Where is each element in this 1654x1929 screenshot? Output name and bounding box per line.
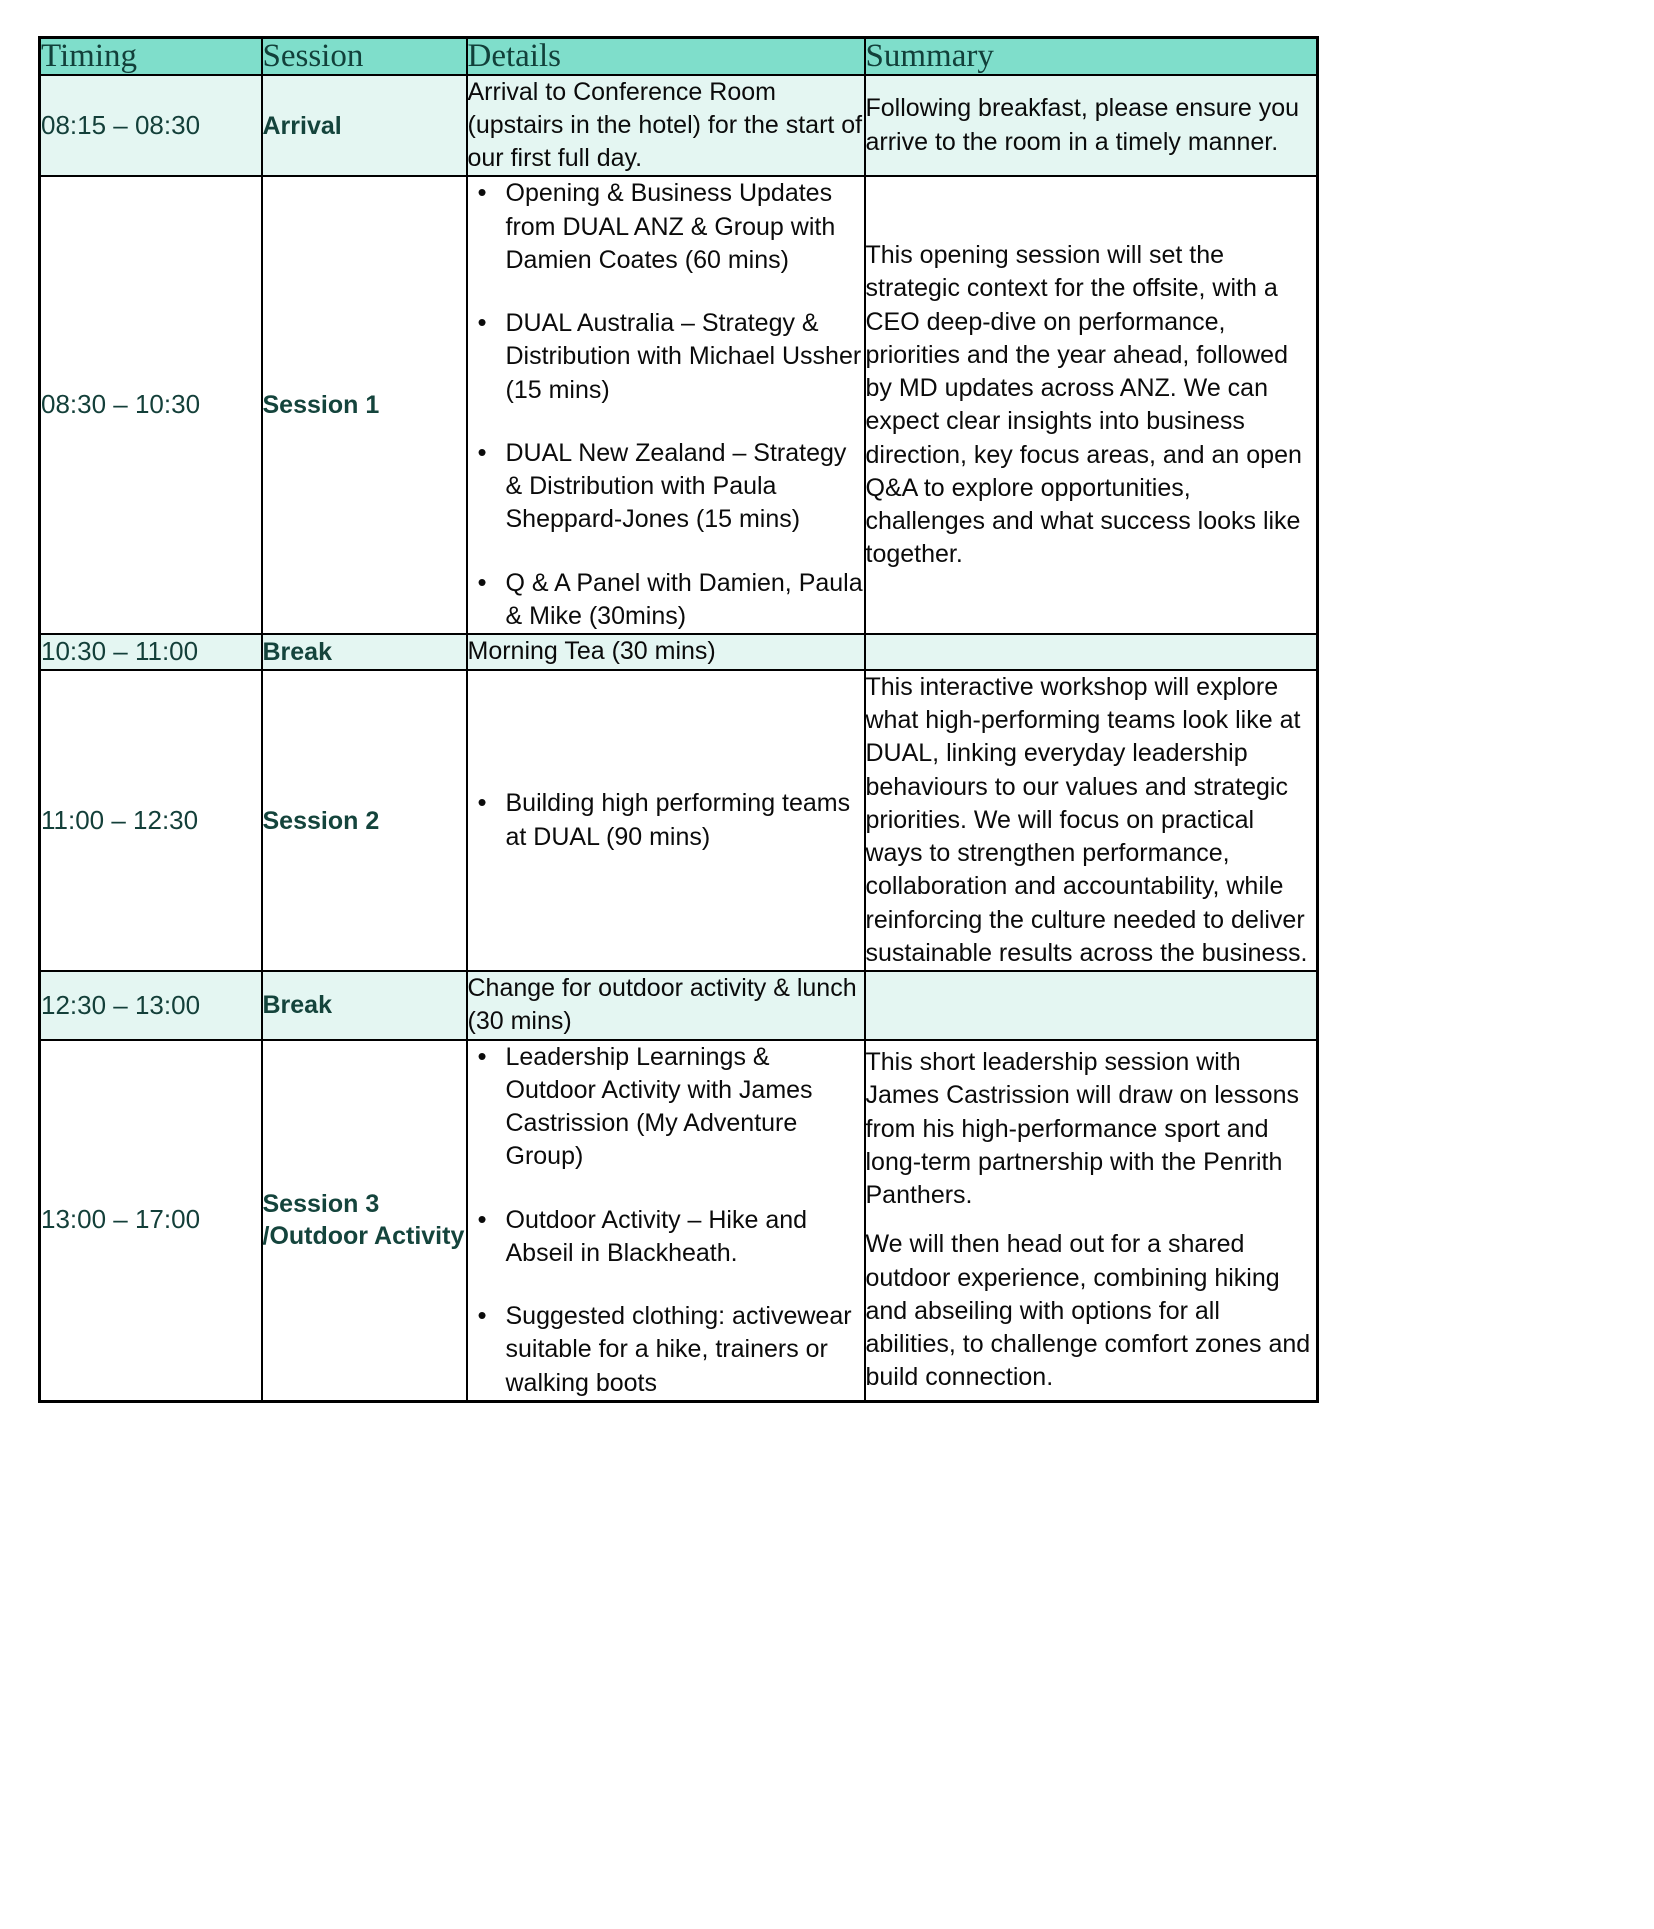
cell-timing: 12:30 – 13:00 <box>38 970 263 1041</box>
details-bullet-list: Opening & Business Updates from DUAL ANZ… <box>468 175 864 634</box>
cell-session: Arrival <box>260 73 468 178</box>
list-item: Outdoor Activity – Hike and Abseil in Bl… <box>478 1202 864 1271</box>
cell-details: Leadership Learnings & Outdoor Activity … <box>465 1039 866 1403</box>
cell-timing: 13:00 – 17:00 <box>38 1038 263 1403</box>
details-text: Morning Tea (30 mins) <box>467 637 716 666</box>
column-header-session: Session <box>260 36 468 76</box>
details-bullet-list: Leadership Learnings & Outdoor Activity … <box>468 1039 864 1400</box>
cell-session: Session 1 <box>260 175 468 636</box>
summary-paragraph: This interactive workshop will explore w… <box>865 672 1308 967</box>
cell-summary: This interactive workshop will explore w… <box>863 668 1319 973</box>
cell-timing: 08:15 – 08:30 <box>38 73 263 178</box>
list-item: Leadership Learnings & Outdoor Activity … <box>478 1039 864 1174</box>
list-item: Suggested clothing: activewear suitable … <box>478 1298 864 1400</box>
table-row: 13:00 – 17:00 Session 3 /Outdoor Activit… <box>38 1038 1319 1403</box>
list-item: DUAL Australia – Strategy & Distribution… <box>478 305 864 407</box>
cell-details: Arrival to Conference Room (upstairs in … <box>465 73 866 178</box>
cell-summary: Following breakfast, please ensure you a… <box>863 73 1319 178</box>
cell-session: Session 3 /Outdoor Activity <box>260 1038 468 1403</box>
cell-summary: This short leadership session with James… <box>863 1038 1319 1403</box>
cell-session: Session 2 <box>260 668 468 973</box>
table-row: 08:15 – 08:30 Arrival Arrival to Confere… <box>38 73 1319 178</box>
header-row: Timing Session Details Summary <box>38 36 1319 76</box>
summary-paragraph: This short leadership session with James… <box>865 1048 1299 1210</box>
summary-paragraph: Following breakfast, please ensure you a… <box>865 94 1300 156</box>
summary-paragraph: We will then head out for a shared outdo… <box>865 1230 1311 1392</box>
cell-timing: 08:30 – 10:30 <box>38 175 263 636</box>
table-row: 11:00 – 12:30 Session 2 Building high pe… <box>38 668 1319 973</box>
cell-details: Morning Tea (30 mins) <box>465 633 866 671</box>
cell-details: Change for outdoor activity & lunch (30 … <box>465 970 866 1041</box>
cell-timing: 11:00 – 12:30 <box>38 668 263 973</box>
list-item: DUAL New Zealand – Strategy & Distributi… <box>478 435 864 537</box>
table-row: 08:30 – 10:30 Session 1 Opening & Busine… <box>38 175 1319 636</box>
table-row: 12:30 – 13:00 Break Change for outdoor a… <box>38 970 1319 1041</box>
agenda-table: Timing Session Details Summary 08:15 – 0… <box>38 36 1319 1403</box>
summary-paragraph: This opening session will set the strate… <box>865 241 1302 569</box>
table-header: Timing Session Details Summary <box>38 36 1319 76</box>
list-item: Opening & Business Updates from DUAL ANZ… <box>478 175 864 277</box>
details-text: Change for outdoor activity & lunch (30 … <box>467 974 857 1036</box>
list-item: Building high performing teams at DUAL (… <box>478 785 864 854</box>
details-bullet-list: Building high performing teams at DUAL (… <box>468 785 864 854</box>
list-item: Q & A Panel with Damien, Paula & Mike (3… <box>478 565 864 634</box>
cell-summary <box>863 633 1319 671</box>
details-text: Arrival to Conference Room (upstairs in … <box>467 77 863 173</box>
session-label-line-2: /Outdoor Activity <box>262 1222 465 1251</box>
cell-summary <box>863 970 1319 1041</box>
cell-session: Break <box>260 633 468 671</box>
cell-details: Building high performing teams at DUAL (… <box>465 668 866 973</box>
cell-timing: 10:30 – 11:00 <box>38 633 263 671</box>
session-label-line-1: Session 3 <box>262 1190 380 1219</box>
column-header-timing: Timing <box>38 36 263 76</box>
cell-summary: This opening session will set the strate… <box>863 175 1319 636</box>
column-header-details: Details <box>465 36 866 76</box>
cell-session: Break <box>260 970 468 1041</box>
table-body: 08:15 – 08:30 Arrival Arrival to Confere… <box>38 73 1319 1403</box>
cell-details: Opening & Business Updates from DUAL ANZ… <box>465 175 866 636</box>
table-row: 10:30 – 11:00 Break Morning Tea (30 mins… <box>38 633 1319 671</box>
column-header-summary: Summary <box>863 36 1319 76</box>
